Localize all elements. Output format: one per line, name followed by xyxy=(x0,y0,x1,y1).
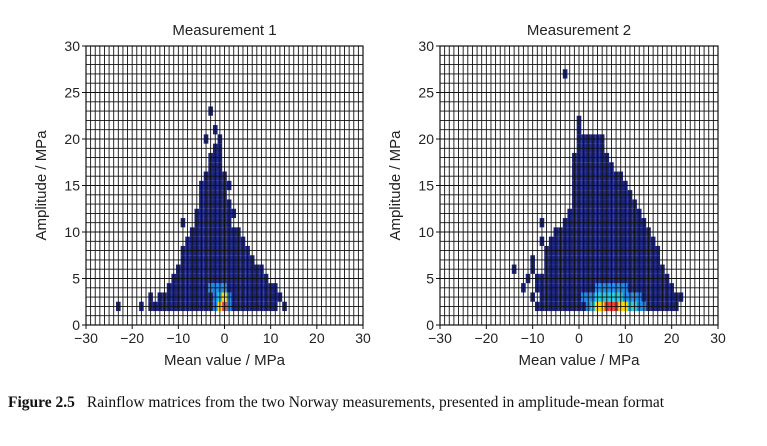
grid xyxy=(85,45,364,326)
y-tick-label: 25 xyxy=(418,85,434,101)
chart-title: Measurement 1 xyxy=(172,22,276,39)
y-tick-label: 5 xyxy=(426,271,434,287)
y-tick-label: 30 xyxy=(64,38,80,54)
grid xyxy=(439,45,719,326)
x-tick-label: −20 xyxy=(120,330,144,346)
x-tick-label: 10 xyxy=(263,330,279,346)
x-tick-label: 30 xyxy=(710,330,726,346)
x-tick-label: 30 xyxy=(355,330,371,346)
figure-label: Figure 2.5 xyxy=(8,394,75,411)
y-tick-label: 15 xyxy=(64,178,80,194)
chart-panel-2: −30 −20 −10 0 10 20 30 0 5 10 15 20 25 30 Measurement … xyxy=(387,22,726,369)
y-tick-label: 25 xyxy=(64,85,80,101)
figure-caption-text: Rainflow matrices from the two Norway me… xyxy=(86,394,665,411)
chart-panel-1: −30 −20 −10 0 10 20 30 0 5 10 15 20 25 30 Measurement … xyxy=(33,22,371,369)
figure-caption: Figure 2.5 Rainflow matrices from the two… xyxy=(8,393,760,412)
y-tick-label: 15 xyxy=(418,178,434,194)
x-tick-label: −10 xyxy=(166,330,190,346)
x-axis-label: Mean value / MPa xyxy=(519,352,641,369)
y-tick-label: 10 xyxy=(64,224,80,240)
y-axis-label: Amplitude / MPa xyxy=(387,130,404,241)
y-axis-label: Amplitude / MPa xyxy=(33,130,50,241)
y-tick-label: 20 xyxy=(418,131,434,147)
x-tick-label: 20 xyxy=(664,330,680,346)
x-tick-label: −20 xyxy=(474,330,498,346)
y-tick-label: 30 xyxy=(418,38,434,54)
y-tick-label: 5 xyxy=(72,271,80,287)
figure-panels: −30 −20 −10 0 10 20 30 0 5 10 15 20 25 30 Measurement … xyxy=(33,22,726,369)
y-tick-label: 0 xyxy=(72,317,80,333)
chart-title: Measurement 2 xyxy=(527,22,631,39)
x-tick-label: 20 xyxy=(309,330,325,346)
x-tick-label: 10 xyxy=(618,330,634,346)
x-tick-label: −10 xyxy=(521,330,545,346)
x-tick-label: −30 xyxy=(74,330,98,346)
y-tick-label: 10 xyxy=(418,224,434,240)
x-tick-label: 0 xyxy=(221,330,229,346)
x-tick-label: −30 xyxy=(428,330,452,346)
y-tick-label: 0 xyxy=(426,317,434,333)
x-axis-label: Mean value / MPa xyxy=(164,352,286,369)
x-tick-label: 0 xyxy=(575,330,583,346)
y-tick-label: 20 xyxy=(64,131,80,147)
